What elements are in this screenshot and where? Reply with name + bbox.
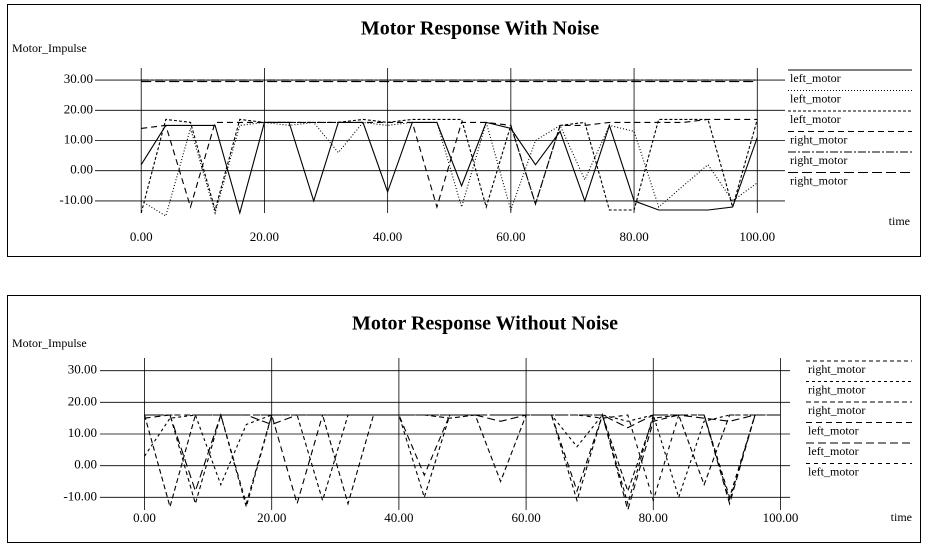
series-line [141, 118, 758, 209]
x-tick-label: 40.00 [384, 510, 413, 525]
x-tick-label: 20.00 [257, 510, 286, 525]
legend-label: right_motor [808, 382, 865, 396]
legend-label: left_motor [790, 91, 841, 105]
y-tick-label: -10.00 [59, 192, 93, 207]
series-line [140, 118, 758, 214]
x-tick-label: 20.00 [250, 229, 279, 244]
y-tick-label: 20.00 [64, 101, 93, 116]
x-axis-label: time [889, 214, 910, 228]
legend-label: right_motor [790, 153, 847, 167]
series-line [144, 414, 781, 506]
chart-title: Motor Response Without Noise [352, 313, 618, 335]
legend-label: left_motor [808, 444, 859, 458]
x-tick-label: 60.00 [511, 510, 540, 525]
series-line [144, 414, 781, 493]
y-tick-label: 30.00 [68, 362, 97, 377]
y-tick-label: -10.00 [63, 488, 97, 503]
series-line [140, 121, 758, 216]
series-line [144, 413, 781, 513]
y-tick-label: 30.00 [64, 71, 93, 86]
series-line [143, 414, 781, 509]
legend-label: right_motor [808, 403, 865, 417]
y-tick-label: 10.00 [68, 425, 97, 440]
y-tick-label: 0.00 [70, 162, 93, 177]
x-axis-label: time [891, 510, 912, 524]
chart-frame [7, 4, 921, 257]
series-line [144, 412, 781, 509]
x-tick-label: 60.00 [496, 229, 525, 244]
legend-label: left_motor [808, 423, 859, 437]
y-tick-label: 10.00 [64, 131, 93, 146]
chart-title: Motor Response With Noise [361, 18, 599, 40]
legend-label: left_motor [790, 112, 841, 126]
legend-label: right_motor [790, 173, 847, 187]
x-tick-label: 0.00 [130, 229, 153, 244]
x-tick-label: 80.00 [619, 229, 648, 244]
series-line [140, 120, 758, 217]
chart-frame [7, 295, 921, 543]
legend-label: left_motor [808, 464, 859, 478]
legend-label: right_motor [808, 362, 865, 376]
y-axis-label: Motor_Impulse [12, 336, 87, 350]
x-tick-label: 40.00 [373, 229, 402, 244]
x-tick-label: 100.00 [763, 510, 799, 525]
y-axis-label: Motor_Impulse [12, 41, 87, 55]
y-tick-label: 20.00 [68, 393, 97, 408]
legend-label: left_motor [790, 71, 841, 85]
x-tick-label: 100.00 [739, 229, 775, 244]
y-tick-label: 0.00 [74, 457, 97, 472]
x-tick-label: 0.00 [133, 510, 156, 525]
x-tick-label: 80.00 [639, 510, 668, 525]
legend-label: right_motor [790, 132, 847, 146]
